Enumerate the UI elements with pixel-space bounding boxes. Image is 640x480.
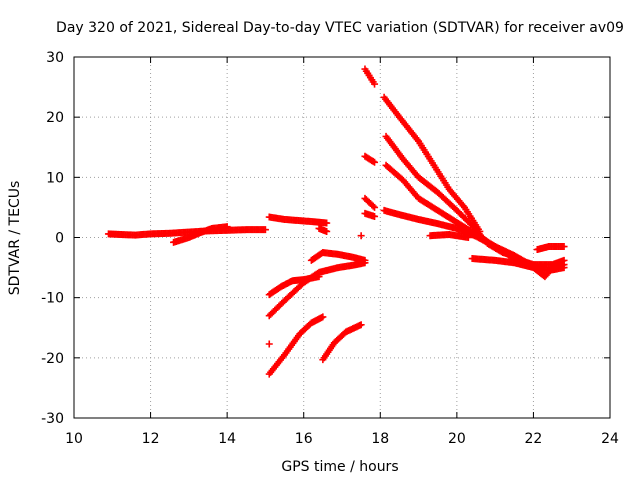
- x-tick-label: 18: [371, 431, 389, 447]
- axis-ticks: [73, 56, 611, 419]
- data-point: [560, 261, 568, 269]
- series-pass-10: [265, 340, 273, 348]
- data-point: [261, 226, 269, 234]
- series-pass-4: [315, 224, 331, 235]
- grid-lines: [74, 57, 610, 418]
- series-pass-8: [265, 313, 327, 378]
- x-tick-label: 10: [65, 431, 83, 447]
- series-pass-19: [361, 209, 379, 220]
- data-point: [319, 313, 327, 321]
- data-point: [464, 234, 472, 241]
- y-axis-label: SDTVAR / TECUs: [7, 181, 23, 296]
- data-point: [369, 157, 377, 165]
- x-tick-label: 24: [601, 431, 619, 447]
- y-tick-label: 10: [46, 170, 64, 186]
- y-tick-label: -10: [41, 291, 64, 307]
- series-pass-21: [468, 255, 568, 281]
- data-point: [371, 212, 379, 220]
- series-pass-7: [307, 249, 369, 264]
- x-axis-label: GPS time / hours: [281, 459, 398, 475]
- data-point: [323, 227, 331, 235]
- data-point: [357, 321, 365, 329]
- y-tick-label: 20: [46, 110, 64, 126]
- chart-title: Day 320 of 2021, Sidereal Day-to-day VTE…: [56, 20, 624, 36]
- series-pass-3: [265, 213, 331, 227]
- x-tick-label: 20: [448, 431, 466, 447]
- series-pass-17: [361, 194, 379, 211]
- data-point: [371, 203, 379, 211]
- x-tick-label: 14: [218, 431, 236, 447]
- data-point: [357, 232, 365, 240]
- data-point: [361, 256, 369, 264]
- data-points: [104, 65, 568, 378]
- x-tick-label: 22: [525, 431, 543, 447]
- series-pass-14: [382, 132, 518, 260]
- x-tick-label: 12: [142, 431, 160, 447]
- x-tick-label: 16: [295, 431, 313, 447]
- y-tick-label: 30: [46, 50, 64, 66]
- data-point: [369, 202, 377, 210]
- series-pass-22: [533, 243, 568, 254]
- data-point: [265, 340, 273, 348]
- data-point: [560, 243, 568, 251]
- series-pass-20: [426, 230, 472, 241]
- data-point: [371, 158, 379, 166]
- tick-labels: 10 12 14 16 18 20 22 24 -30 -20 -10 0 10 20 30: [41, 50, 619, 447]
- data-point: [223, 223, 231, 231]
- series-pass-2: [170, 223, 231, 246]
- series-pass-9: [319, 321, 365, 364]
- y-tick-label: -30: [41, 411, 64, 427]
- series-pass-15: [361, 152, 379, 166]
- y-tick-label: -20: [41, 351, 64, 367]
- y-tick-label: 0: [55, 231, 64, 247]
- series-pass-12: [361, 65, 379, 88]
- data-point: [371, 80, 379, 88]
- series-pass-6: [265, 259, 369, 320]
- data-point: [323, 219, 331, 227]
- series-pass-11: [357, 232, 365, 240]
